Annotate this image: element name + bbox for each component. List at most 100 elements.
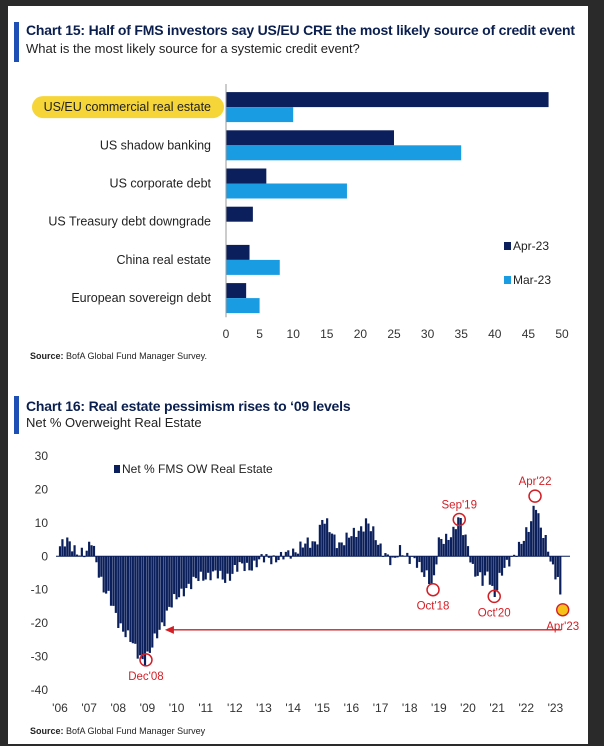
- column-bar: [292, 548, 295, 557]
- column-bar: [517, 541, 521, 557]
- column-bar: [221, 556, 224, 580]
- column-bar: [202, 556, 205, 581]
- column-bar: [432, 556, 436, 576]
- column-bar: [396, 556, 399, 558]
- column-bar: [156, 556, 159, 639]
- x-tick-label: 25: [387, 327, 401, 341]
- column-bar: [547, 551, 550, 557]
- column-bar: [275, 556, 278, 563]
- column-bar: [420, 556, 423, 573]
- annotation-marker: [528, 489, 542, 503]
- column-bar: [146, 556, 149, 652]
- column-bar: [466, 546, 470, 557]
- column-bar: [68, 541, 71, 557]
- column-bar: [503, 556, 506, 568]
- chart-16-title: Chart 16: Real estate pessimism rises to…: [26, 398, 351, 414]
- column-bar: [452, 526, 455, 557]
- chart-16-source-label: Source:: [30, 726, 64, 736]
- column-bar: [214, 556, 217, 571]
- column-bar: [374, 540, 377, 557]
- column-bar: [537, 513, 540, 557]
- x-tick-label: '18: [402, 701, 418, 715]
- x-tick-label: '09: [140, 701, 156, 715]
- column-bar: [289, 556, 292, 559]
- annotation-marker: [556, 603, 570, 617]
- column-bar: [267, 556, 270, 558]
- column-bar: [328, 532, 331, 557]
- column-bar: [117, 556, 120, 628]
- column-bar: [301, 547, 304, 557]
- column-bar: [479, 556, 482, 573]
- column-bar: [63, 546, 66, 557]
- column-bar: [139, 556, 142, 656]
- column-bar: [321, 519, 324, 557]
- column-bar: [226, 556, 229, 574]
- column-bar: [362, 531, 365, 557]
- chart-15-panel: Chart 15: Half of FMS investors say US/E…: [8, 6, 588, 378]
- reference-arrow-head: [164, 625, 174, 634]
- column-bar: [471, 556, 474, 564]
- annotation-marker: [487, 589, 501, 604]
- column-bar: [406, 552, 409, 557]
- column-bar: [158, 556, 161, 630]
- column-bar: [241, 556, 244, 564]
- column-bar: [134, 556, 137, 644]
- column-bar: [534, 509, 538, 557]
- legend-swatch-mar-23: [504, 276, 511, 284]
- category-label: US/EU commercial real estate: [44, 100, 211, 114]
- column-bar: [75, 554, 79, 557]
- column-bar: [80, 547, 83, 557]
- column-bar: [330, 533, 334, 557]
- column-bar: [177, 556, 181, 598]
- annotation-label: Sep'19: [442, 500, 477, 512]
- column-bar: [243, 556, 246, 572]
- column-bar: [398, 545, 402, 557]
- y-tick-label: -20: [31, 616, 49, 630]
- column-bar: [323, 523, 326, 557]
- column-bar: [97, 556, 100, 578]
- column-bar: [190, 556, 193, 590]
- column-bar: [474, 556, 477, 577]
- column-bar: [357, 530, 360, 557]
- column-bar: [491, 556, 494, 586]
- column-bar: [483, 556, 487, 576]
- column-bar: [500, 556, 504, 576]
- column-bar: [333, 534, 336, 557]
- column-bar: [338, 542, 341, 557]
- chart-15-plot: US/EU commercial real estate US shadow ba…: [32, 84, 569, 341]
- column-bar: [532, 505, 535, 557]
- annotation-marker: [139, 653, 153, 667]
- column-bar: [224, 556, 227, 583]
- column-bar: [486, 556, 489, 572]
- column-bar: [265, 554, 268, 557]
- column-bar: [233, 556, 236, 566]
- category-label: US corporate debt: [110, 177, 212, 191]
- column-bar: [73, 545, 76, 557]
- annotation-label: Apr'22: [519, 476, 552, 488]
- bar-apr-23: [226, 168, 267, 184]
- column-bar: [542, 537, 545, 557]
- column-bar: [175, 556, 178, 600]
- column-bar: [556, 556, 559, 577]
- bar-mar-23: [226, 183, 347, 199]
- column-bar: [544, 535, 547, 557]
- column-bar: [493, 556, 496, 598]
- annotation-label: Oct'18: [417, 601, 450, 613]
- column-bar: [148, 556, 151, 653]
- column-bar: [197, 556, 200, 581]
- column-bar: [445, 533, 448, 557]
- column-bar: [182, 556, 185, 597]
- column-bar: [209, 556, 212, 581]
- column-bar: [440, 538, 443, 557]
- column-bar: [389, 556, 392, 566]
- x-tick-label: '23: [548, 701, 564, 715]
- column-bar: [343, 545, 346, 557]
- column-bar: [457, 517, 460, 557]
- column-bar: [180, 556, 183, 589]
- column-bar: [527, 531, 530, 557]
- column-bar: [530, 521, 533, 557]
- legend-label: Apr-23: [513, 239, 549, 253]
- column-bar: [391, 556, 394, 558]
- column-bar: [549, 556, 552, 562]
- column-bar: [173, 556, 176, 595]
